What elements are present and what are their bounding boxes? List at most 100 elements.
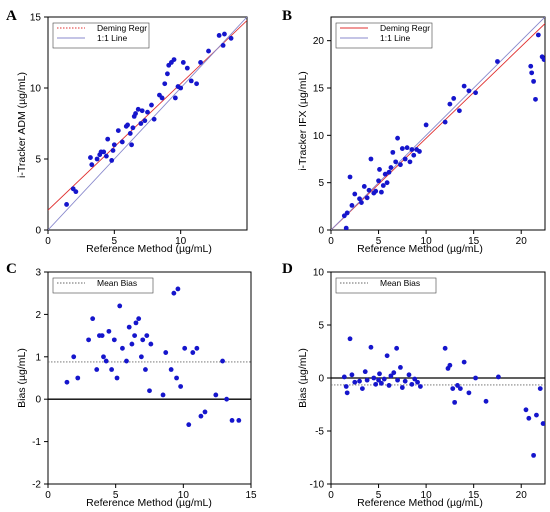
data-point-c-0 bbox=[64, 379, 70, 385]
data-point-a-29 bbox=[151, 116, 157, 122]
data-point-b-6 bbox=[357, 196, 362, 202]
x-tick-label-d-0: 0 bbox=[328, 490, 334, 501]
x-tick-label-d-1: 5 bbox=[376, 490, 382, 501]
legend-label-b-1: 1:1 Line bbox=[380, 33, 411, 43]
data-point-a-18 bbox=[127, 131, 133, 136]
y-axis-label-c: Bias (µg/mL) bbox=[16, 348, 28, 408]
data-point-c-42 bbox=[220, 358, 225, 364]
data-point-c-19 bbox=[132, 333, 138, 338]
data-point-b-38 bbox=[457, 108, 462, 114]
series-line-b-0 bbox=[331, 23, 545, 230]
data-point-a-17 bbox=[125, 122, 130, 128]
data-point-c-40 bbox=[202, 409, 208, 415]
y-tick-label-c-5: 3 bbox=[35, 268, 41, 279]
data-point-c-11 bbox=[109, 367, 115, 372]
data-point-a-36 bbox=[171, 57, 177, 62]
data-point-c-7 bbox=[99, 333, 105, 338]
data-point-d-24 bbox=[399, 385, 405, 390]
data-point-b-13 bbox=[373, 188, 379, 194]
x-tick-label-b-1: 5 bbox=[376, 236, 382, 247]
data-point-a-45 bbox=[206, 48, 211, 54]
data-point-c-5 bbox=[94, 367, 100, 372]
data-point-b-8 bbox=[361, 184, 367, 189]
data-point-c-10 bbox=[106, 328, 112, 334]
data-point-a-32 bbox=[162, 81, 168, 87]
x-tick-label-c-2: 10 bbox=[178, 490, 190, 501]
y-tick-label-b-2: 10 bbox=[313, 131, 325, 142]
data-point-c-13 bbox=[114, 375, 120, 381]
data-point-c-17 bbox=[126, 324, 132, 330]
data-point-b-34 bbox=[423, 122, 429, 128]
data-point-a-15 bbox=[119, 139, 125, 145]
y-tick-label-b-1: 5 bbox=[318, 178, 324, 189]
data-point-c-15 bbox=[120, 345, 125, 351]
data-point-d-47 bbox=[537, 386, 543, 391]
data-point-d-0 bbox=[341, 374, 347, 380]
panel-c: C 0 5 10 15 -2 -1 0 1 2 3 Mean Bias Reference Met… bbox=[6, 261, 257, 509]
y-tick-label-b-0: 0 bbox=[318, 226, 324, 237]
data-point-d-7 bbox=[359, 386, 365, 391]
x-tick-label-b-0: 0 bbox=[328, 236, 334, 247]
x-tick-label-b-3: 15 bbox=[468, 236, 480, 247]
data-point-a-42 bbox=[188, 78, 194, 84]
data-point-b-35 bbox=[442, 119, 448, 125]
data-point-b-33 bbox=[417, 149, 422, 154]
data-point-d-5 bbox=[352, 379, 358, 385]
data-point-c-8 bbox=[101, 354, 106, 360]
data-point-b-49 bbox=[541, 57, 545, 62]
x-tick-label-b-2: 10 bbox=[421, 236, 433, 247]
data-point-b-5 bbox=[352, 191, 358, 197]
data-point-b-25 bbox=[398, 162, 403, 168]
data-point-b-15 bbox=[377, 167, 382, 172]
data-point-c-43 bbox=[224, 396, 230, 402]
legend-label-c-0: Mean Bias bbox=[97, 278, 137, 288]
data-point-c-39 bbox=[198, 413, 204, 419]
data-point-a-23 bbox=[135, 106, 141, 112]
y-tick-label-c-1: -1 bbox=[32, 437, 41, 448]
y-tick-label-a-1: 5 bbox=[35, 155, 41, 166]
x-axis-label-b: Reference Method (µg/mL) bbox=[357, 243, 483, 255]
data-point-d-46 bbox=[534, 412, 539, 418]
data-point-a-20 bbox=[130, 125, 136, 131]
data-point-c-20 bbox=[133, 320, 139, 326]
series-line-b-1 bbox=[331, 17, 545, 230]
data-point-a-5 bbox=[94, 156, 100, 162]
data-point-a-8 bbox=[101, 149, 107, 155]
data-point-b-9 bbox=[364, 195, 370, 201]
y-tick-label-a-0: 0 bbox=[35, 226, 41, 237]
data-point-c-31 bbox=[171, 290, 177, 296]
data-point-b-17 bbox=[380, 183, 386, 188]
data-point-c-41 bbox=[213, 392, 219, 398]
data-point-a-3 bbox=[88, 155, 93, 160]
data-point-d-8 bbox=[362, 369, 368, 375]
data-point-b-29 bbox=[407, 159, 413, 165]
data-point-d-3 bbox=[347, 336, 353, 342]
data-point-c-23 bbox=[140, 337, 146, 343]
y-tick-label-b-3: 15 bbox=[313, 84, 325, 95]
data-point-b-26 bbox=[399, 146, 405, 151]
data-point-c-24 bbox=[143, 367, 148, 372]
y-tick-label-b-4: 20 bbox=[313, 36, 325, 47]
data-point-a-37 bbox=[172, 95, 178, 101]
series-line-a-1 bbox=[48, 17, 247, 230]
data-point-c-36 bbox=[186, 422, 192, 428]
data-point-a-26 bbox=[142, 118, 148, 124]
x-tick-label-c-1: 5 bbox=[113, 490, 119, 501]
data-point-c-16 bbox=[124, 358, 129, 364]
data-point-b-2 bbox=[344, 210, 350, 216]
data-point-a-28 bbox=[149, 102, 154, 108]
data-point-a-44 bbox=[198, 60, 203, 65]
data-point-a-25 bbox=[139, 108, 145, 114]
data-point-d-16 bbox=[381, 376, 387, 382]
data-point-b-16 bbox=[379, 189, 384, 195]
data-point-a-47 bbox=[220, 43, 226, 48]
data-point-d-41 bbox=[483, 398, 489, 404]
data-point-c-28 bbox=[160, 392, 166, 398]
data-point-a-49 bbox=[228, 35, 234, 41]
data-point-a-27 bbox=[145, 109, 150, 115]
data-point-a-33 bbox=[165, 71, 170, 77]
data-point-a-48 bbox=[222, 31, 227, 37]
data-point-b-39 bbox=[461, 83, 467, 89]
legend-label-b-0: Deming Regr bbox=[380, 23, 430, 33]
